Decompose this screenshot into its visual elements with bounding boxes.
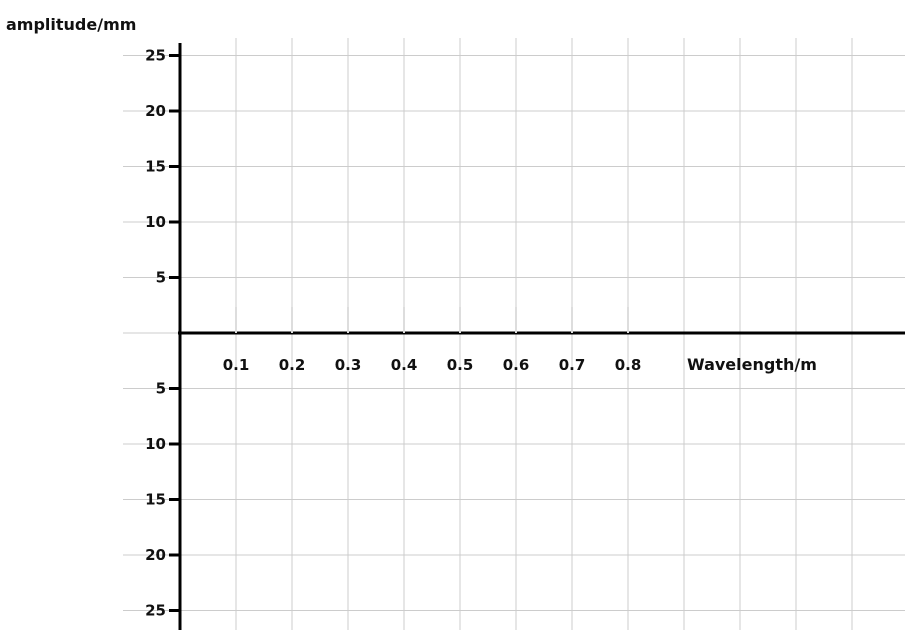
- y-tick-label: 20: [145, 102, 166, 120]
- x-tick-label: 0.5: [447, 356, 474, 374]
- y-axis-label: amplitude/mm: [6, 15, 136, 34]
- y-tick-label: 10: [145, 435, 166, 453]
- y-tick-label: 20: [145, 546, 166, 564]
- y-tick-label: 15: [145, 491, 166, 509]
- x-tick-label: 0.1: [223, 356, 250, 374]
- axes: [178, 43, 905, 630]
- tick-labels: 5 10 15 20 25 5 10 15 20 25 0.1 0.2 0.3 0.4 0.5 0.6 0.7 0…: [145, 47, 641, 620]
- x-axis-label: Wavelength/m: [687, 355, 817, 374]
- tick-marks: [169, 54, 629, 612]
- x-tick-label: 0.4: [391, 356, 418, 374]
- x-tick-label: 0.7: [559, 356, 586, 374]
- y-tick-label: 15: [145, 158, 166, 176]
- x-tick-label: 0.3: [335, 356, 362, 374]
- x-tick-label: 0.8: [615, 356, 642, 374]
- x-tick-label: 0.6: [503, 356, 530, 374]
- y-tick-label: 5: [156, 380, 166, 398]
- grid-lines: [123, 38, 905, 630]
- y-tick-label: 25: [145, 602, 166, 620]
- y-tick-label: 25: [145, 47, 166, 65]
- x-tick-label: 0.2: [279, 356, 306, 374]
- y-tick-label: 10: [145, 213, 166, 231]
- y-tick-label: 5: [156, 269, 166, 287]
